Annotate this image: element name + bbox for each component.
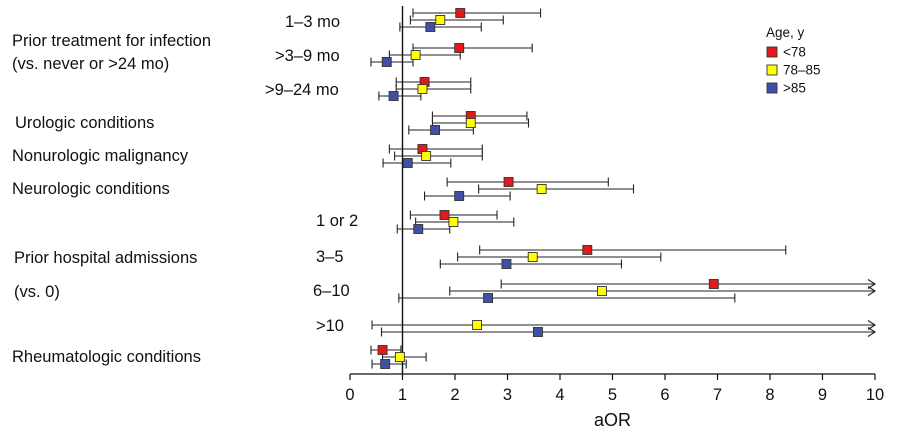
- row-label: 1–3 mo: [285, 13, 340, 31]
- aor-marker: [454, 43, 465, 53]
- x-tick-label: 0: [345, 386, 354, 404]
- aor-marker: [455, 8, 466, 18]
- group-label: (vs. never or >24 mo): [12, 55, 169, 73]
- aor-marker: [413, 224, 424, 234]
- aor-marker: [417, 84, 428, 94]
- legend-swatch: [766, 46, 778, 58]
- aor-marker: [425, 22, 436, 32]
- ci-arrow: [867, 320, 877, 330]
- aor-marker: [380, 359, 391, 369]
- row-label: >3–9 mo: [275, 47, 340, 65]
- ci-arrow: [867, 286, 877, 296]
- group-label: Prior treatment for infection: [12, 32, 211, 50]
- x-tick-label: 9: [818, 386, 827, 404]
- row-label: >9–24 mo: [265, 81, 339, 99]
- row-label: Urologic conditions: [15, 114, 154, 132]
- aor-marker: [394, 352, 405, 362]
- x-axis-title: aOR: [594, 410, 631, 430]
- x-tick-label: 4: [555, 386, 564, 404]
- aor-marker: [448, 217, 459, 227]
- aor-marker: [501, 259, 512, 269]
- row-label: Nonurologic malignancy: [12, 147, 189, 165]
- aor-marker: [472, 320, 482, 330]
- legend-swatch: [766, 64, 778, 76]
- row-label: Rheumatologic conditions: [12, 348, 201, 366]
- group-label: (vs. 0): [14, 283, 60, 301]
- x-tick-label: 7: [713, 386, 722, 404]
- group-label: Prior hospital admissions: [14, 249, 197, 267]
- legend-label: >85: [783, 81, 806, 96]
- aor-marker: [435, 15, 446, 25]
- aor-marker: [483, 293, 494, 303]
- x-tick-label: 6: [660, 386, 669, 404]
- legend-label: 78–85: [783, 63, 821, 78]
- legend-label: <78: [783, 45, 806, 60]
- aor-marker: [421, 151, 432, 161]
- aor-marker: [708, 279, 719, 289]
- aor-marker: [597, 286, 607, 296]
- x-tick-label: 2: [450, 386, 459, 404]
- aor-marker: [381, 57, 392, 67]
- aor-marker: [388, 91, 399, 101]
- x-tick-label: 10: [866, 386, 884, 404]
- row-label: 1 or 2: [316, 212, 358, 230]
- ci-arrow: [867, 327, 877, 337]
- legend-swatch: [766, 82, 778, 94]
- aor-marker: [410, 50, 421, 60]
- legend: Age, y <78 78–85 >85: [766, 25, 821, 96]
- aor-marker: [454, 191, 465, 201]
- aor-marker: [430, 125, 440, 135]
- aor-marker: [536, 184, 547, 194]
- aor-marker: [582, 245, 593, 255]
- aor-marker: [377, 345, 388, 355]
- aor-marker: [527, 252, 538, 262]
- x-axis: 0 1 2 3 4 5 6 7 8 9 10: [345, 373, 884, 404]
- legend-title: Age, y: [766, 25, 805, 40]
- row-label: 3–5: [316, 248, 344, 266]
- aor-marker: [465, 118, 476, 128]
- aor-marker: [503, 177, 514, 187]
- row-label: Neurologic conditions: [12, 180, 170, 198]
- row-label: >10: [316, 317, 344, 335]
- aor-marker: [439, 210, 450, 220]
- x-tick-label: 3: [503, 386, 512, 404]
- x-tick-label: 8: [765, 386, 774, 404]
- ci-arrow: [867, 279, 877, 289]
- point-estimates: [377, 8, 719, 369]
- aor-marker: [533, 327, 543, 337]
- group-labels: Prior treatment for infection (vs. never …: [12, 32, 211, 301]
- x-tick-label: 5: [608, 386, 617, 404]
- x-tick-label: 1: [398, 386, 407, 404]
- aor-marker: [402, 158, 413, 168]
- row-labels: 1–3 mo >3–9 mo >9–24 mo Urologic conditions…: [12, 13, 358, 366]
- row-label: 6–10: [313, 282, 350, 300]
